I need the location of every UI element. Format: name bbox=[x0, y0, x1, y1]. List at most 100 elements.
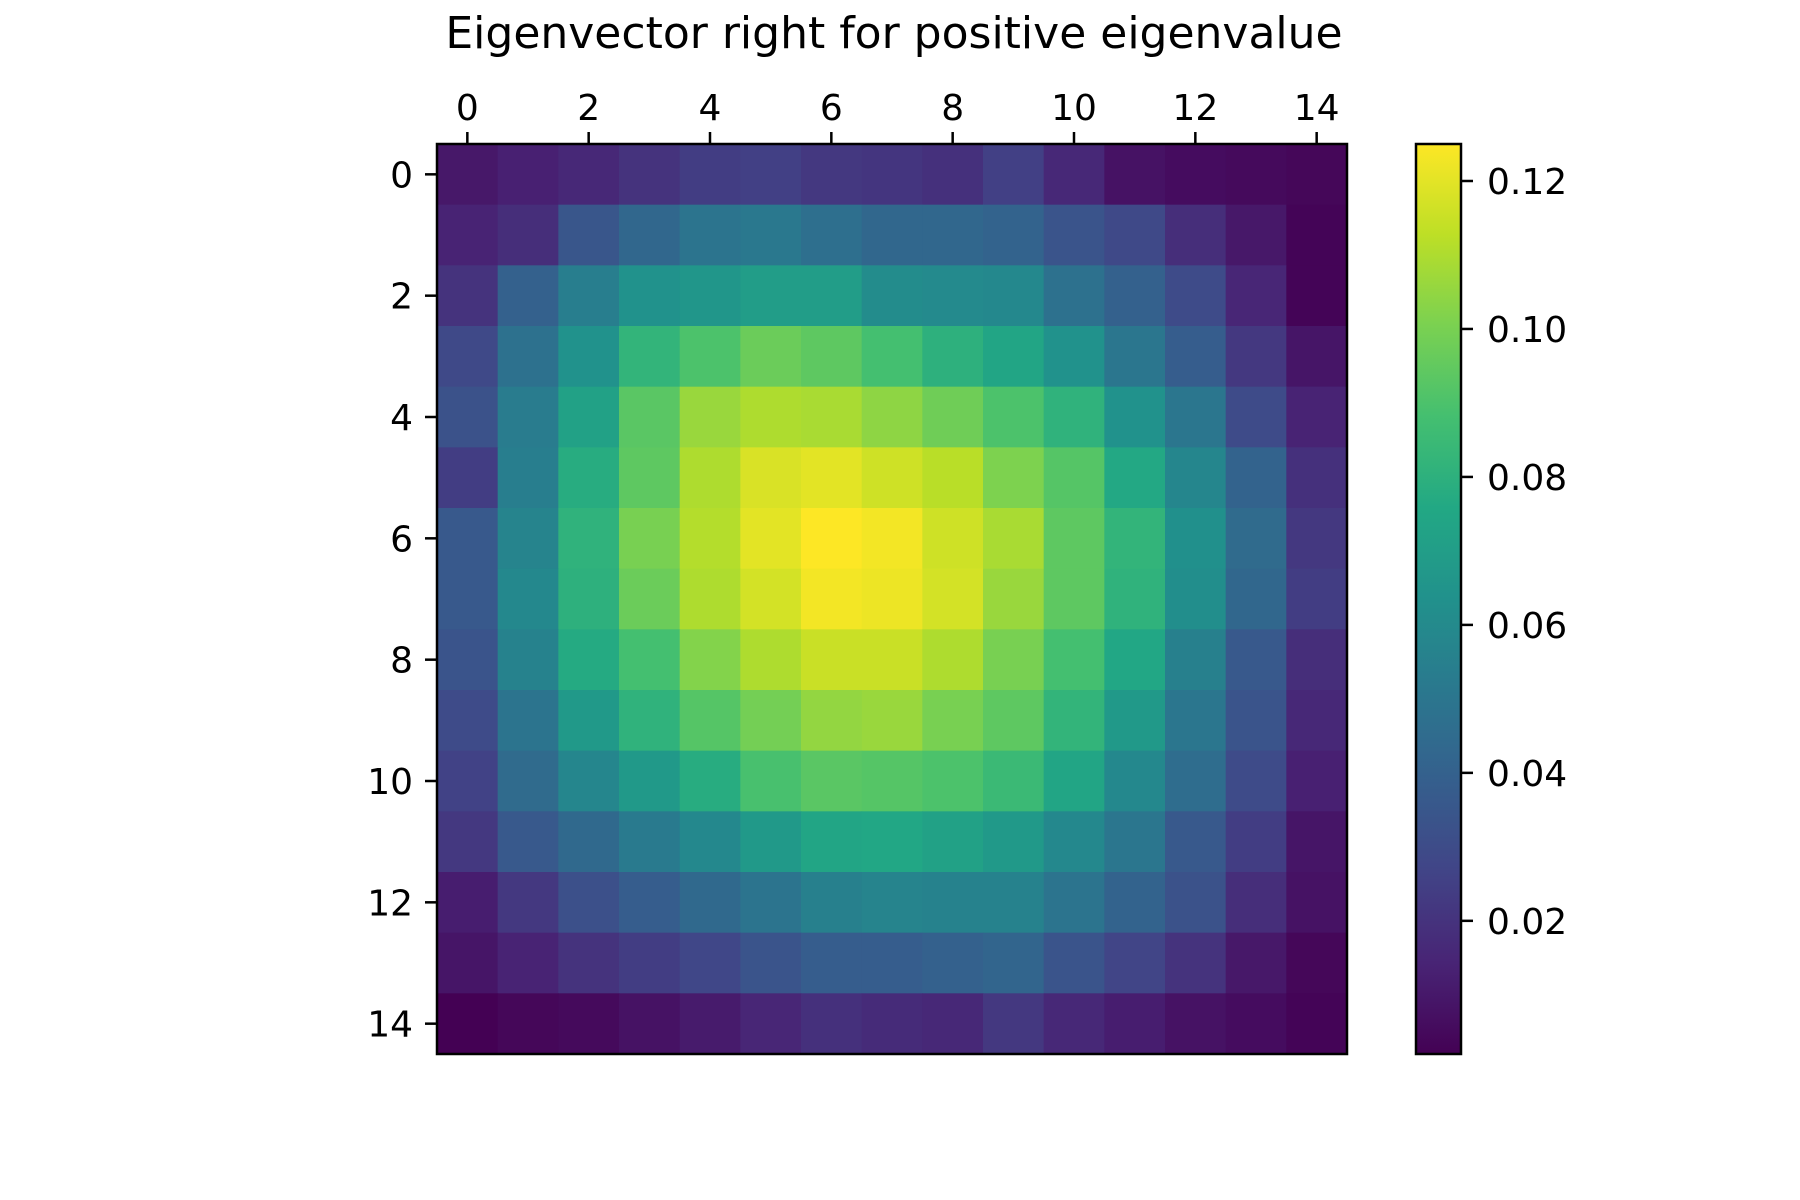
heatmap-cell bbox=[1286, 568, 1348, 630]
heatmap-cell bbox=[619, 629, 681, 691]
heatmap-cell bbox=[1225, 326, 1287, 388]
heatmap-cell bbox=[801, 144, 863, 206]
heatmap-cell bbox=[861, 144, 923, 206]
heatmap-cell bbox=[861, 872, 923, 934]
heatmap-cell bbox=[1165, 447, 1227, 509]
x-tick-label: 4 bbox=[699, 88, 722, 129]
y-axis-left: 0 2 4 6 8 10 12 14 bbox=[367, 155, 437, 1046]
heatmap-cell bbox=[679, 326, 741, 388]
heatmap-cell bbox=[619, 204, 681, 266]
heatmap-cell bbox=[1043, 872, 1105, 934]
heatmap-cell bbox=[679, 690, 741, 752]
colorbar bbox=[1414, 142, 1463, 1056]
heatmap-cell bbox=[1104, 326, 1166, 388]
heatmap-cell bbox=[983, 508, 1045, 570]
heatmap-cell bbox=[740, 690, 802, 752]
heatmap-cell bbox=[619, 932, 681, 994]
heatmap-cell bbox=[558, 326, 620, 388]
heatmap-cell bbox=[1286, 750, 1348, 812]
heatmap-cell bbox=[437, 629, 499, 691]
heatmap-cell bbox=[740, 750, 802, 812]
heatmap-cell bbox=[497, 690, 559, 752]
colorbar-tick-label: 0.04 bbox=[1487, 754, 1567, 795]
heatmap-cell bbox=[497, 265, 559, 327]
heatmap-cell bbox=[558, 568, 620, 630]
heatmap-cell bbox=[801, 932, 863, 994]
heatmap-cell bbox=[679, 932, 741, 994]
heatmap-cell bbox=[1286, 144, 1348, 206]
x-tick-label: 2 bbox=[577, 88, 600, 129]
heatmap-cell bbox=[983, 690, 1045, 752]
heatmap-cell bbox=[497, 386, 559, 448]
heatmap-cell bbox=[983, 386, 1045, 448]
heatmap-cell bbox=[1165, 326, 1227, 388]
heatmap-cell bbox=[558, 750, 620, 812]
heatmap-cell bbox=[679, 993, 741, 1055]
heatmap-cell bbox=[619, 568, 681, 630]
chart-title: Eigenvector right for positive eigenvalu… bbox=[445, 8, 1342, 59]
heatmap-cell bbox=[558, 508, 620, 570]
heatmap-cell bbox=[437, 508, 499, 570]
heatmap-cell bbox=[1043, 811, 1105, 873]
x-tick-label: 8 bbox=[941, 88, 964, 129]
heatmap-cell bbox=[983, 265, 1045, 327]
heatmap-cell bbox=[679, 811, 741, 873]
heatmap-cell bbox=[861, 629, 923, 691]
colorbar-tick-label: 0.08 bbox=[1487, 458, 1567, 499]
heatmap-cell bbox=[619, 265, 681, 327]
y-tick-label: 10 bbox=[367, 762, 413, 803]
heatmap-cell bbox=[1286, 932, 1348, 994]
heatmap-cell bbox=[1165, 690, 1227, 752]
heatmap-cell bbox=[983, 204, 1045, 266]
heatmap-cell bbox=[679, 204, 741, 266]
heatmap-cell bbox=[619, 811, 681, 873]
heatmap-cell bbox=[740, 629, 802, 691]
y-tick-label: 14 bbox=[367, 1005, 413, 1046]
heatmap-cell bbox=[679, 872, 741, 934]
heatmap-cell bbox=[497, 144, 559, 206]
heatmap-cell bbox=[740, 811, 802, 873]
heatmap-cell bbox=[801, 690, 863, 752]
heatmap-cell bbox=[558, 932, 620, 994]
heatmap-cell bbox=[1043, 993, 1105, 1055]
heatmap-cell bbox=[558, 629, 620, 691]
heatmap-cell bbox=[619, 750, 681, 812]
heatmap-cell bbox=[1104, 690, 1166, 752]
heatmap-cell bbox=[437, 447, 499, 509]
heatmap-cell bbox=[922, 144, 984, 206]
heatmap-cell bbox=[437, 204, 499, 266]
y-tick-label: 0 bbox=[390, 155, 413, 196]
heatmap-cell bbox=[801, 872, 863, 934]
heatmap-cell bbox=[1165, 386, 1227, 448]
heatmap-cell bbox=[922, 508, 984, 570]
heatmap-cell bbox=[861, 265, 923, 327]
heatmap-cell bbox=[558, 447, 620, 509]
heatmap-cell bbox=[497, 568, 559, 630]
heatmap-cell bbox=[1286, 508, 1348, 570]
heatmap-cell bbox=[437, 265, 499, 327]
heatmap-cell bbox=[1165, 204, 1227, 266]
heatmap-cell bbox=[922, 265, 984, 327]
heatmap-cell bbox=[1043, 750, 1105, 812]
heatmap-cell bbox=[497, 204, 559, 266]
heatmap-cell bbox=[1104, 568, 1166, 630]
heatmap-cell bbox=[437, 750, 499, 812]
heatmap-cell bbox=[1104, 204, 1166, 266]
heatmap-cell bbox=[1165, 144, 1227, 206]
heatmap-cell bbox=[922, 750, 984, 812]
heatmap-cell bbox=[983, 932, 1045, 994]
heatmap-cell bbox=[922, 204, 984, 266]
plot-frame bbox=[435, 142, 1349, 1056]
heatmap-cell bbox=[922, 568, 984, 630]
heatmap-cell bbox=[437, 993, 499, 1055]
heatmap-cell bbox=[619, 326, 681, 388]
heatmap-cell bbox=[1104, 508, 1166, 570]
heatmap-cell bbox=[1286, 447, 1348, 509]
heatmap-cell bbox=[1043, 508, 1105, 570]
heatmap-cell bbox=[1286, 326, 1348, 388]
heatmap-cell bbox=[983, 629, 1045, 691]
heatmap-cell bbox=[679, 144, 741, 206]
heatmap-cell bbox=[497, 508, 559, 570]
x-tick-label: 12 bbox=[1172, 88, 1218, 129]
